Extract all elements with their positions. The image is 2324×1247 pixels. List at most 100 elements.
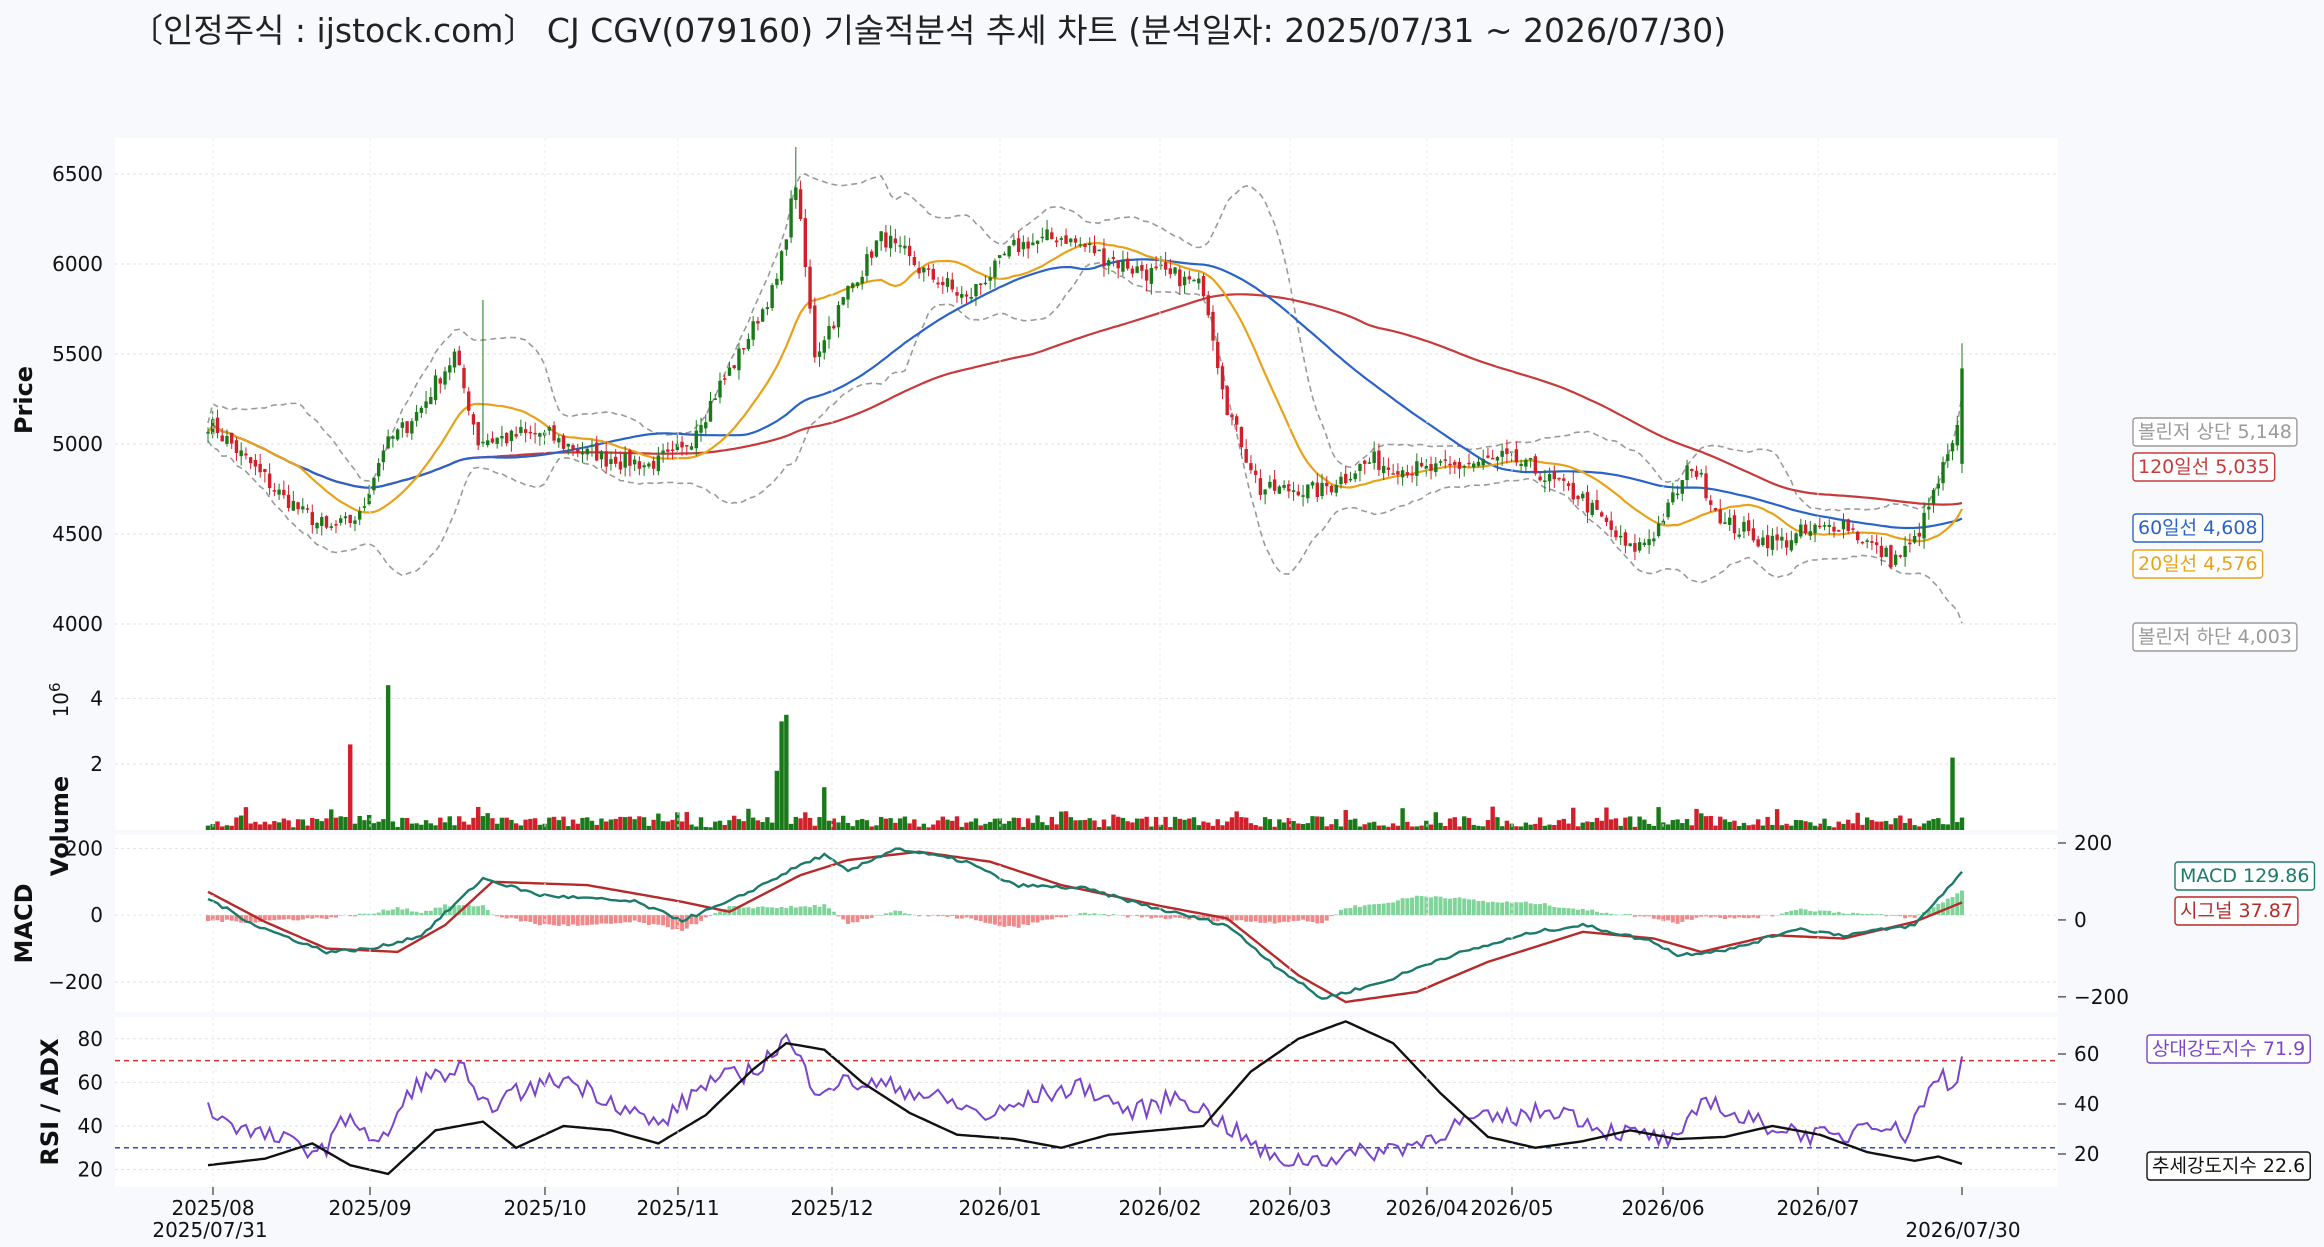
- candle-body: [704, 422, 708, 429]
- volume-bar: [385, 685, 391, 830]
- candle-body: [1595, 500, 1599, 510]
- volume-bar: [1917, 826, 1922, 830]
- candle-body: [746, 338, 751, 350]
- volume-bar: [1846, 819, 1851, 830]
- macd-histogram-bar: [1846, 913, 1851, 916]
- macd-histogram-bar: [381, 909, 386, 916]
- macd-histogram-bar: [1002, 915, 1007, 927]
- x-tick-label: 2025/10: [503, 1196, 586, 1220]
- candle-body: [1016, 238, 1021, 253]
- candle-body: [1453, 461, 1457, 465]
- candle-body: [305, 508, 310, 510]
- macd-histogram-bar: [405, 908, 410, 916]
- volume-bar: [234, 817, 239, 830]
- volume-bar: [1002, 823, 1007, 830]
- volume-bar: [784, 714, 789, 830]
- macd-histogram-bar: [940, 915, 945, 916]
- volume-bar: [1481, 826, 1486, 830]
- macd-histogram-bar: [765, 907, 770, 916]
- macd-histogram-bar: [1666, 915, 1671, 921]
- macd-histogram-bar: [1272, 915, 1277, 924]
- volume-bar: [1049, 816, 1055, 830]
- candle-body: [1125, 258, 1130, 269]
- volume-bar: [931, 824, 936, 830]
- candle-body: [779, 251, 784, 281]
- volume-bar: [992, 818, 998, 830]
- macd-histogram-bar: [746, 907, 751, 916]
- macd-histogram-bar: [1362, 905, 1367, 916]
- candle-body: [1339, 476, 1343, 485]
- candle-body: [230, 432, 234, 444]
- macd-histogram-bar: [1869, 913, 1874, 916]
- volume-bar: [1765, 816, 1770, 830]
- macd-histogram-bar: [656, 915, 661, 925]
- volume-bar: [670, 819, 675, 830]
- candle-body: [1765, 535, 1770, 549]
- macd-histogram-bar: [571, 915, 576, 925]
- macd-histogram-bar: [618, 915, 623, 924]
- macd-histogram-bar: [1163, 915, 1168, 920]
- volume-bar: [1623, 817, 1628, 830]
- candle-body: [628, 450, 632, 466]
- volume-bar: [1495, 817, 1500, 830]
- macd-histogram-bar: [1670, 915, 1675, 923]
- candle-body: [1026, 241, 1030, 249]
- volume-bar: [679, 821, 685, 830]
- macd-histogram-bar: [1599, 913, 1604, 916]
- macd-histogram-bar: [1267, 915, 1272, 922]
- volume-bar: [1267, 819, 1273, 830]
- candle-body: [485, 440, 490, 446]
- macd-histogram-bar: [855, 915, 860, 923]
- volume-bar: [859, 818, 865, 830]
- macd-histogram-bar: [1523, 901, 1528, 916]
- candle-body: [1718, 509, 1722, 524]
- macd-histogram-bar: [1054, 915, 1059, 918]
- volume-bar: [1708, 815, 1713, 830]
- candle-body: [960, 293, 964, 298]
- volume-bar: [1381, 825, 1386, 830]
- volume-bar: [1689, 825, 1694, 830]
- macd-histogram-bar: [509, 915, 514, 918]
- candle-body: [1035, 240, 1040, 244]
- candle-body: [1505, 448, 1509, 455]
- candle-body: [1528, 458, 1533, 460]
- volume-bar: [1006, 821, 1012, 830]
- candle-body: [1130, 268, 1135, 274]
- macd-histogram-bar: [689, 915, 694, 925]
- macd-histogram-bar: [1305, 915, 1310, 922]
- candle-body: [760, 309, 765, 322]
- macd-histogram-bar: [1471, 899, 1476, 916]
- volume-bar: [912, 819, 917, 830]
- candle-body: [234, 440, 239, 453]
- macd-histogram-bar: [959, 915, 964, 919]
- volume-bar: [1585, 821, 1590, 830]
- volume-bar: [1703, 816, 1709, 830]
- macd-histogram-bar: [973, 915, 978, 921]
- volume-bar: [1556, 820, 1562, 830]
- volume-bar: [457, 816, 462, 830]
- candle-body: [215, 417, 220, 433]
- candle-body: [1827, 524, 1831, 527]
- macd-histogram-bar: [1059, 915, 1064, 918]
- volume-bar: [1059, 811, 1064, 830]
- macd-histogram-bar: [945, 915, 950, 917]
- candle-body: [357, 511, 362, 520]
- candle-body: [490, 438, 495, 443]
- macd-histogram-bar: [850, 915, 855, 923]
- volume-bar: [713, 821, 718, 830]
- candle-body: [315, 523, 319, 529]
- volume-bar: [1955, 822, 1960, 830]
- volume-bar: [1466, 817, 1472, 830]
- macd-histogram-bar: [1438, 896, 1443, 916]
- candle-body: [1936, 483, 1940, 489]
- volume-bar: [1206, 822, 1211, 830]
- candle-body: [1154, 266, 1158, 269]
- macd-histogram-bar: [1083, 912, 1087, 916]
- volume-bar: [1371, 821, 1377, 830]
- macd-histogram-bar: [1504, 901, 1509, 916]
- candle-body: [419, 407, 424, 413]
- macd-histogram-bar: [1708, 915, 1713, 918]
- macd-histogram-bar: [428, 910, 433, 916]
- volume-bar: [1684, 819, 1690, 830]
- macd-histogram-bar: [1087, 913, 1092, 916]
